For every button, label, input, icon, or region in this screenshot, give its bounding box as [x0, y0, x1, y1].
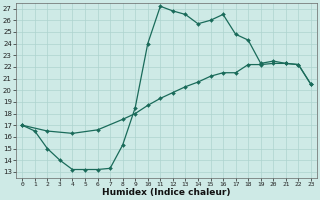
X-axis label: Humidex (Indice chaleur): Humidex (Indice chaleur)	[102, 188, 231, 197]
